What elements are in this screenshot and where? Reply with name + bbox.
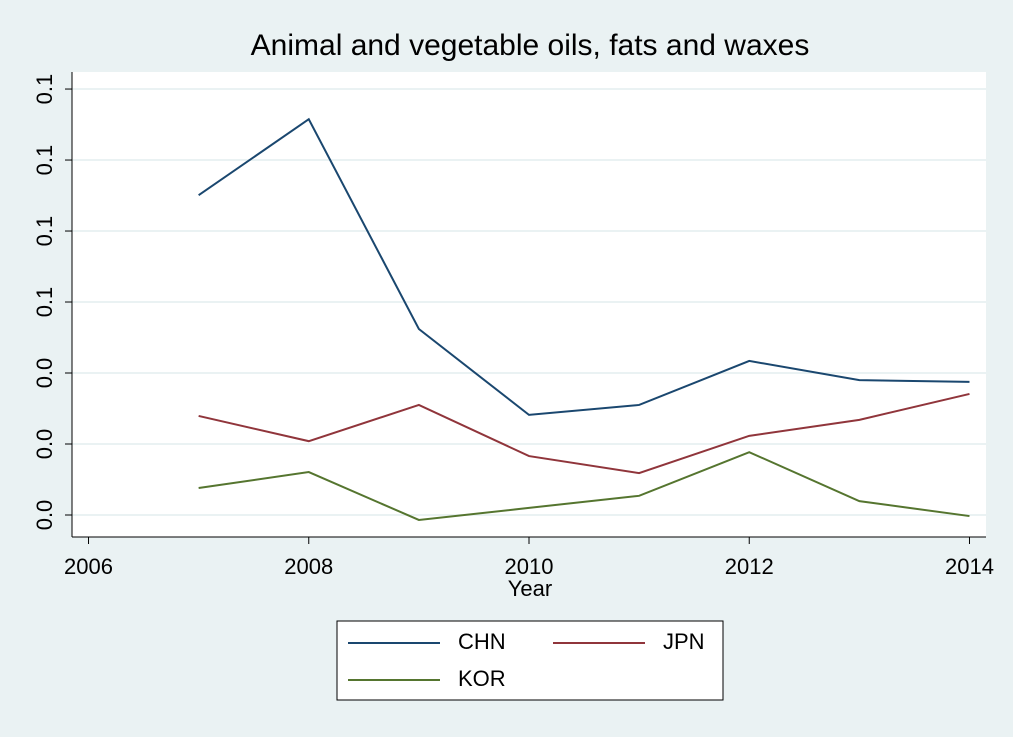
legend-label: CHN	[458, 629, 506, 654]
series-line	[198, 117, 970, 416]
legend-label: JPN	[663, 629, 705, 654]
x-tick-label: 2008	[284, 554, 333, 579]
x-tick-label: 2006	[64, 554, 113, 579]
y-tick-label: 0.1	[32, 287, 57, 318]
y-tick-label: 0.1	[32, 74, 57, 105]
y-tick-label: 0.0	[32, 500, 57, 531]
y-tick-label: 0.0	[32, 358, 57, 389]
x-tick-label: 2014	[945, 554, 994, 579]
legend-label: KOR	[458, 666, 506, 691]
x-tick-label: 2012	[725, 554, 774, 579]
legend	[336, 620, 724, 701]
chart-title: Animal and vegetable oils, fats and waxe…	[251, 29, 810, 62]
y-tick-label: 0.1	[32, 216, 57, 247]
y-tick-label: 0.1	[32, 145, 57, 176]
series-line	[198, 392, 970, 475]
x-tick-label: 2010	[505, 554, 554, 579]
plot-area	[72, 72, 986, 537]
y-tick-label: 0.0	[32, 429, 57, 460]
series-line	[198, 451, 970, 521]
x-axis-label: Year	[508, 576, 552, 601]
